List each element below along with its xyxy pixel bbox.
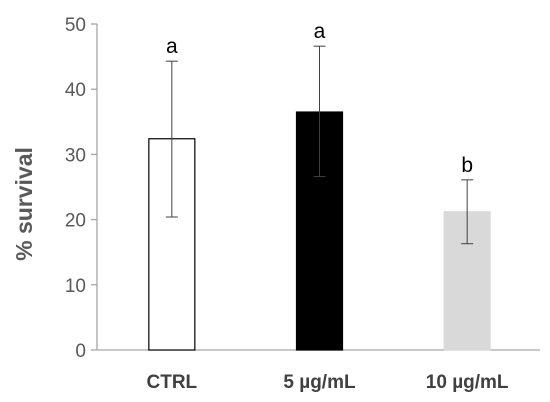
error-bars (165, 45, 474, 245)
significance-label: a (166, 35, 178, 58)
x-category-label: 10 µg/mL (426, 372, 509, 393)
y-tick-label: 0 (75, 341, 86, 362)
significance-label: b (461, 154, 473, 177)
y-ticks: 0 10 20 30 40 50 (65, 15, 97, 362)
x-category-label: CTRL (147, 372, 198, 393)
y-tick-label: 20 (65, 211, 86, 232)
significance-label: a (314, 20, 326, 43)
labels: a CTRL a 5 µg/mL b 10 µg/mL (147, 20, 509, 393)
y-axis-title: % survival (11, 147, 37, 261)
y-tick-label: 40 (65, 80, 86, 101)
x-category-label: 5 µg/mL (283, 372, 356, 393)
y-tick-label: 50 (65, 15, 86, 36)
y-tick-label: 30 (65, 145, 86, 166)
y-tick-label: 10 (65, 276, 86, 297)
